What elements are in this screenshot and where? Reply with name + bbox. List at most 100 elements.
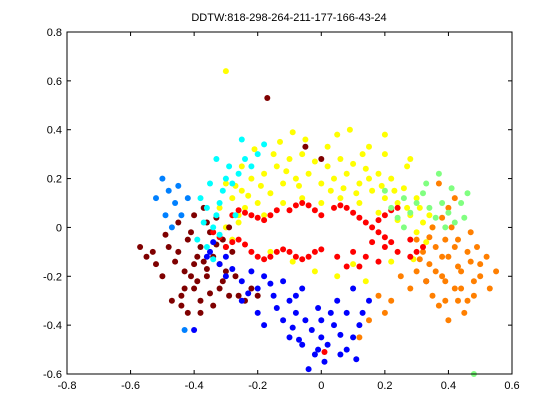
data-point — [254, 200, 261, 206]
data-point — [486, 285, 493, 292]
data-point — [226, 163, 233, 170]
data-point — [226, 292, 233, 299]
data-point — [327, 309, 334, 316]
data-point — [311, 158, 318, 165]
data-point — [222, 180, 229, 187]
data-point — [270, 292, 277, 299]
data-point — [232, 273, 239, 280]
data-point — [455, 297, 461, 304]
data-point — [235, 207, 242, 214]
data-point — [337, 195, 344, 202]
data-point — [388, 297, 395, 304]
data-point — [168, 224, 175, 231]
data-point — [350, 285, 357, 292]
data-point — [442, 278, 449, 285]
data-point — [381, 131, 388, 138]
data-point — [254, 292, 261, 299]
data-point — [194, 236, 201, 243]
data-point — [191, 261, 198, 268]
data-point — [261, 141, 268, 148]
data-point — [216, 204, 223, 211]
data-point — [445, 209, 452, 216]
data-point — [407, 236, 414, 243]
data-point — [394, 204, 401, 211]
data-point — [394, 248, 401, 255]
data-point — [493, 268, 500, 275]
data-point — [350, 248, 357, 255]
data-point — [369, 224, 376, 231]
data-point — [162, 212, 169, 219]
data-point — [153, 261, 159, 268]
data-point — [400, 195, 407, 202]
data-point — [257, 182, 264, 189]
data-point — [350, 160, 357, 167]
data-point — [445, 253, 452, 260]
data-point — [423, 239, 430, 246]
data-point — [159, 175, 166, 182]
data-point — [467, 258, 474, 265]
data-point — [337, 351, 344, 358]
data-point — [451, 244, 458, 250]
data-point — [267, 190, 274, 197]
data-point — [222, 68, 229, 75]
data-point — [149, 248, 156, 255]
data-point — [305, 366, 312, 373]
plot-frame — [66, 31, 513, 375]
data-point — [375, 209, 382, 216]
x-tick-label: -0.4 — [185, 380, 204, 392]
data-point — [308, 327, 315, 333]
data-point — [343, 346, 350, 353]
data-point — [420, 244, 426, 250]
data-point — [286, 156, 293, 162]
data-point — [331, 175, 337, 182]
data-point — [242, 241, 248, 248]
data-point — [181, 268, 188, 275]
data-point — [203, 266, 210, 272]
data-point — [238, 297, 245, 304]
data-point — [324, 143, 331, 150]
chart-title: DDTW:818-298-264-211-177-166-43-24 — [191, 12, 386, 24]
data-point — [299, 200, 306, 206]
data-point — [311, 268, 318, 275]
data-point — [302, 143, 309, 150]
data-point — [381, 195, 388, 202]
data-point — [461, 309, 468, 316]
data-point — [435, 170, 442, 177]
data-point — [334, 253, 341, 260]
data-point — [254, 214, 261, 221]
x-axis: -0.8 -0.6 -0.4 -0.2 0 0.2 0.4 0.6 — [58, 32, 520, 392]
data-point — [477, 261, 484, 268]
data-point — [162, 231, 169, 238]
data-point — [229, 266, 236, 272]
data-point — [381, 187, 388, 194]
data-point — [216, 285, 223, 292]
data-point — [188, 273, 194, 280]
data-point — [331, 322, 337, 329]
data-point — [350, 209, 357, 216]
series-1 — [137, 95, 430, 316]
data-point — [235, 170, 242, 177]
data-point — [261, 170, 268, 177]
data-point — [222, 253, 229, 260]
data-point — [327, 187, 334, 194]
data-point — [451, 195, 458, 202]
data-point — [238, 136, 245, 143]
data-point — [407, 209, 414, 216]
series-0 — [216, 68, 436, 285]
data-point — [299, 341, 306, 348]
data-point — [207, 290, 213, 297]
data-point — [273, 163, 280, 170]
data-point — [299, 256, 306, 263]
data-point — [210, 224, 217, 231]
data-point — [235, 236, 242, 243]
data-point — [356, 322, 363, 329]
series-7 — [153, 175, 191, 333]
data-point — [292, 292, 299, 299]
data-point — [270, 151, 277, 158]
data-point — [318, 334, 325, 341]
x-tick-label: 0 — [318, 380, 324, 392]
data-point — [350, 334, 357, 341]
data-point — [426, 234, 433, 241]
data-point — [343, 170, 350, 177]
